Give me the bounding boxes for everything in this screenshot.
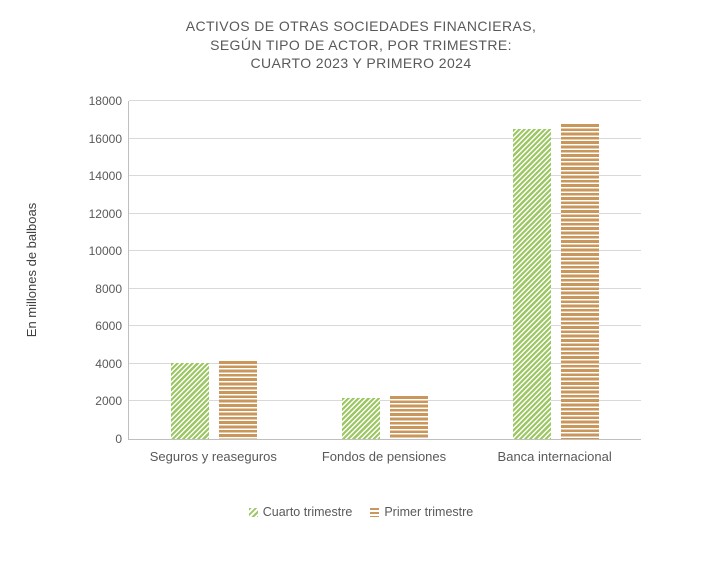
legend-label-cuarto-trimestre: Cuarto trimestre bbox=[262, 505, 353, 519]
x-category-label-fondos-de-pensiones: Fondos de pensiones bbox=[321, 449, 447, 464]
y-axis-title: En millones de balboas bbox=[24, 202, 39, 338]
y-tick-label-16000: 16000 bbox=[88, 131, 122, 146]
bar-primer-trimestre-seguros-y-reaseguros bbox=[219, 361, 258, 439]
y-tick-label-0: 0 bbox=[115, 432, 122, 446]
legend: Cuarto trimestre Primer trimestre bbox=[0, 505, 722, 519]
y-tick-label-10000: 10000 bbox=[88, 244, 122, 259]
gridline-2000 bbox=[129, 400, 641, 402]
chart-title-line-3: CUARTO 2023 Y PRIMERO 2024 bbox=[250, 55, 472, 71]
y-tick-label-8000: 8000 bbox=[95, 281, 122, 296]
gridline-14000 bbox=[129, 175, 641, 177]
bar-cuarto-trimestre-banca-internacional bbox=[512, 129, 551, 439]
chart-title: ACTIVOS DE OTRAS SOCIEDADES FINANCIERAS,… bbox=[0, 17, 722, 73]
y-tick-label-14000: 14000 bbox=[88, 169, 122, 184]
gridline-6000 bbox=[129, 325, 641, 327]
gridline-16000 bbox=[129, 137, 641, 139]
gridline-8000 bbox=[129, 287, 641, 289]
legend-item-cuarto-trimestre: Cuarto trimestre bbox=[248, 505, 353, 519]
chart-title-line-2: SEGÚN TIPO DE ACTOR, POR TRIMESTRE: bbox=[210, 36, 512, 53]
x-category-label-banca-internacional: Banca internacional bbox=[497, 449, 612, 464]
gridline-12000 bbox=[129, 212, 641, 214]
y-tick-label-2000: 2000 bbox=[95, 394, 122, 409]
legend-label-primer-trimestre: Primer trimestre bbox=[384, 505, 474, 519]
bar-primer-trimestre-fondos-de-pensiones bbox=[390, 396, 428, 439]
bar-cuarto-trimestre-seguros-y-reaseguros bbox=[171, 363, 210, 439]
chart-title-line-1: ACTIVOS DE OTRAS SOCIEDADES FINANCIERAS, bbox=[185, 18, 537, 34]
gridline-4000 bbox=[129, 362, 641, 364]
bar-primer-trimestre-banca-internacional bbox=[560, 124, 599, 439]
y-tick-label-12000: 12000 bbox=[88, 206, 122, 221]
legend-marker-cuarto-trimestre-icon bbox=[248, 507, 258, 517]
gridline-18000 bbox=[129, 100, 641, 101]
legend-marker-primer-trimestre-icon bbox=[370, 507, 380, 517]
y-tick-label-6000: 6000 bbox=[95, 319, 122, 334]
y-tick-label-4000: 4000 bbox=[95, 356, 122, 371]
legend-item-primer-trimestre: Primer trimestre bbox=[370, 505, 473, 519]
gridline-10000 bbox=[129, 250, 641, 252]
x-category-label-seguros-y-reaseguros: Seguros y reaseguros bbox=[149, 449, 277, 464]
bar-cuarto-trimestre-fondos-de-pensiones bbox=[342, 398, 380, 439]
y-tick-label-18000: 18000 bbox=[88, 94, 122, 108]
plot-area bbox=[128, 100, 641, 440]
